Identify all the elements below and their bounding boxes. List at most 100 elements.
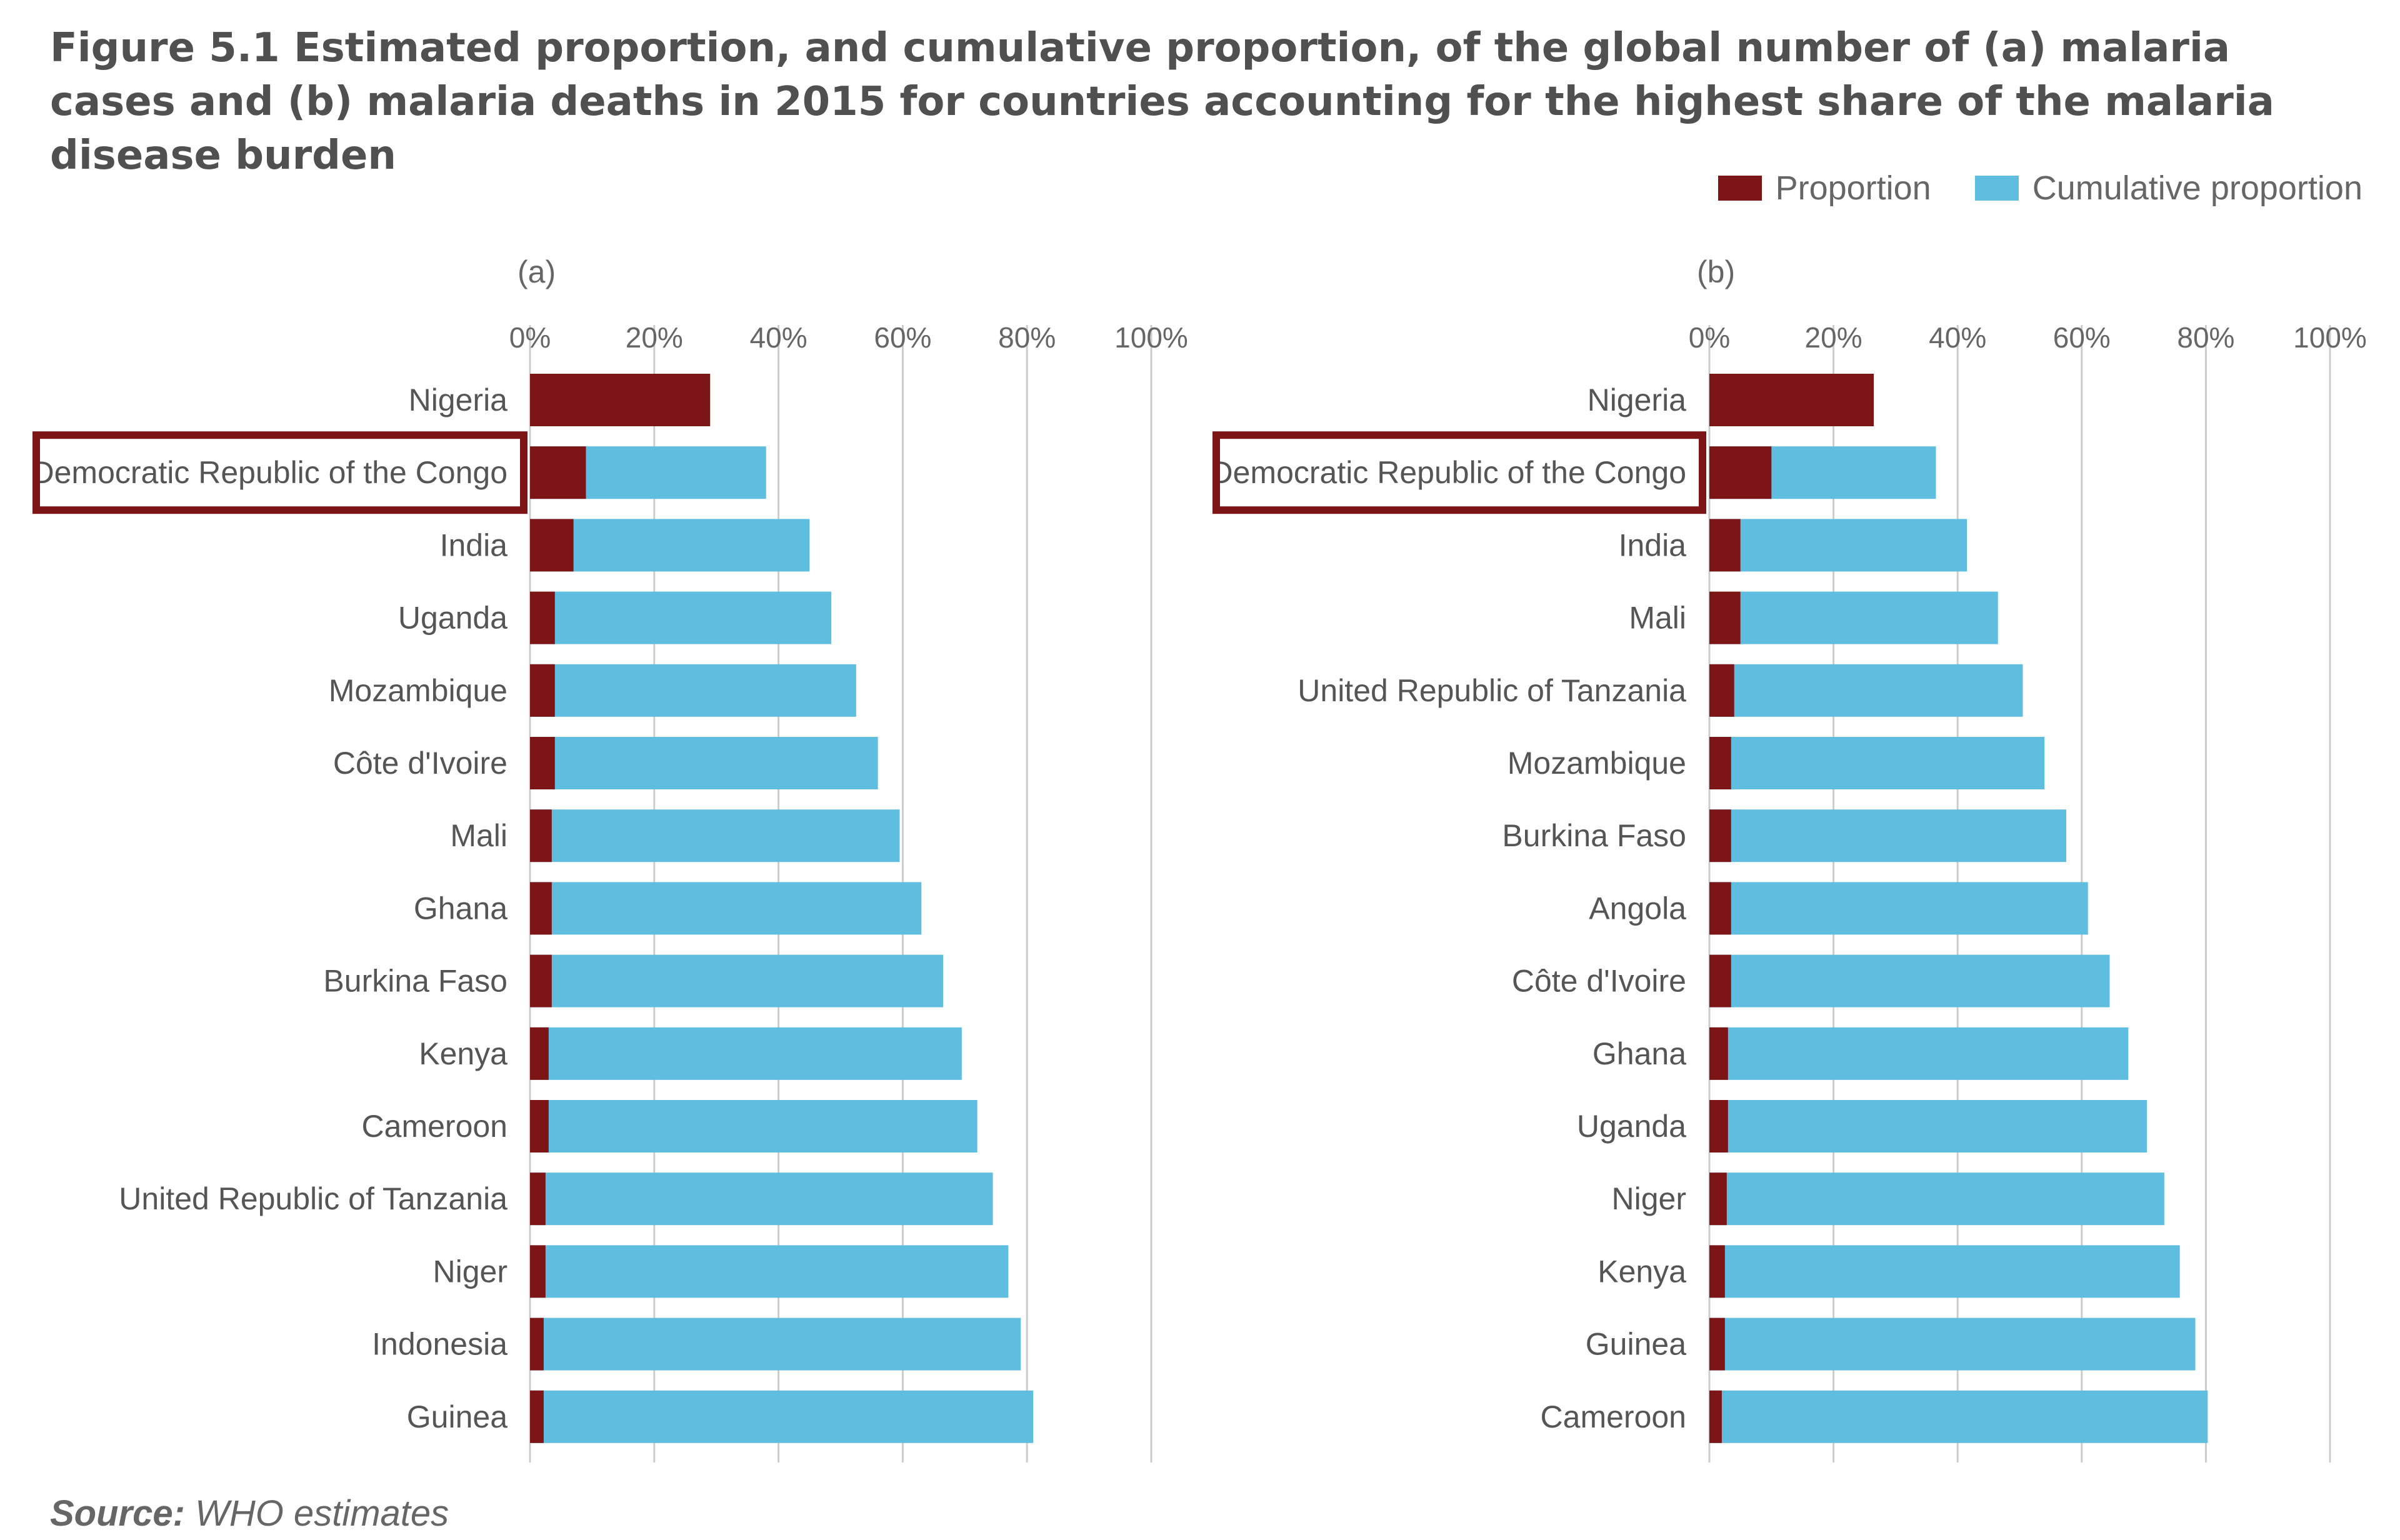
proportion-bar-a-11 bbox=[530, 1172, 546, 1226]
category-label-b-11: Niger bbox=[1612, 1181, 1686, 1216]
cumulative-bar-a-2 bbox=[530, 519, 810, 572]
proportion-bar-b-3 bbox=[1709, 591, 1741, 644]
x-tick-label-a-2: 40% bbox=[750, 321, 808, 354]
category-label-b-6: Burkina Faso bbox=[1502, 818, 1686, 853]
category-label-b-2: India bbox=[1619, 528, 1687, 562]
category-label-b-9: Ghana bbox=[1592, 1036, 1686, 1071]
category-label-a-12: Niger bbox=[433, 1254, 508, 1289]
proportion-bar-a-6 bbox=[530, 809, 552, 862]
x-tick-label-a-3: 60% bbox=[874, 321, 931, 354]
category-label-b-4: United Republic of Tanzania bbox=[1298, 673, 1686, 708]
proportion-bar-a-12 bbox=[530, 1245, 546, 1298]
legend-item-proportion: Proportion bbox=[1718, 169, 1931, 208]
category-label-a-2: India bbox=[440, 528, 508, 562]
proportion-bar-a-8 bbox=[530, 954, 552, 1008]
proportion-bar-b-0 bbox=[1709, 374, 1874, 426]
proportion-bar-a-7 bbox=[530, 882, 552, 935]
cumulative-bar-a-7 bbox=[530, 882, 922, 935]
cumulative-bar-b-9 bbox=[1709, 1027, 2129, 1080]
proportion-bar-a-13 bbox=[530, 1318, 544, 1371]
category-label-b-7: Angola bbox=[1589, 891, 1686, 926]
cumulative-bar-a-9 bbox=[530, 1027, 962, 1080]
proportion-bar-b-5 bbox=[1709, 737, 1731, 789]
category-label-a-9: Kenya bbox=[419, 1036, 508, 1071]
cumulative-bar-b-7 bbox=[1709, 882, 2088, 935]
proportion-bar-b-14 bbox=[1709, 1390, 1722, 1443]
proportion-bar-b-13 bbox=[1709, 1318, 1725, 1371]
proportion-bar-a-1 bbox=[530, 446, 586, 499]
category-label-b-0: Nigeria bbox=[1588, 382, 1687, 418]
proportion-bar-b-9 bbox=[1709, 1027, 1728, 1080]
category-label-a-5: Côte d'Ivoire bbox=[333, 746, 508, 781]
legend-label-cumulative: Cumulative proportion bbox=[2032, 169, 2362, 207]
x-tick-label-a-0: 0% bbox=[509, 321, 551, 354]
panel-label-b: (b) bbox=[1697, 254, 1735, 289]
x-tick-label-b-3: 60% bbox=[2053, 321, 2111, 354]
proportion-bar-a-4 bbox=[530, 664, 555, 717]
category-label-a-7: Ghana bbox=[414, 891, 508, 926]
x-tick-label-b-1: 20% bbox=[1805, 321, 1862, 354]
category-label-a-11: United Republic of Tanzania bbox=[119, 1181, 508, 1216]
legend-swatch-cumulative bbox=[1974, 176, 2019, 201]
cumulative-bar-b-5 bbox=[1709, 737, 2045, 789]
category-label-b-12: Kenya bbox=[1598, 1254, 1686, 1289]
category-label-b-8: Côte d'Ivoire bbox=[1512, 964, 1686, 999]
cumulative-bar-a-10 bbox=[530, 1100, 978, 1152]
cumulative-bar-b-10 bbox=[1709, 1100, 2148, 1152]
category-label-b-1: Democratic Republic of the Congo bbox=[1211, 455, 1687, 490]
legend-item-cumulative: Cumulative proportion bbox=[1974, 169, 2362, 208]
category-label-b-3: Mali bbox=[1629, 601, 1686, 636]
source-note: Source: WHO estimates bbox=[50, 1492, 449, 1534]
cumulative-bar-a-4 bbox=[530, 664, 856, 717]
category-label-a-6: Mali bbox=[450, 818, 508, 853]
proportion-bar-b-10 bbox=[1709, 1100, 1728, 1152]
proportion-bar-b-4 bbox=[1709, 664, 1734, 717]
cumulative-bar-b-13 bbox=[1709, 1318, 2196, 1371]
figure-title: Figure 5.1 Estimated proportion, and cum… bbox=[50, 25, 2274, 179]
cumulative-bar-b-6 bbox=[1709, 809, 2066, 862]
legend-swatch-proportion bbox=[1718, 176, 1762, 201]
legend-label-proportion: Proportion bbox=[1775, 169, 1931, 207]
category-label-b-14: Cameroon bbox=[1541, 1399, 1686, 1434]
cumulative-bar-a-5 bbox=[530, 737, 878, 789]
proportion-bar-a-5 bbox=[530, 737, 555, 789]
cumulative-bar-b-3 bbox=[1709, 591, 1998, 644]
proportion-bar-a-14 bbox=[530, 1390, 544, 1443]
cumulative-bar-b-2 bbox=[1709, 519, 1968, 572]
category-label-a-1: Democratic Republic of the Congo bbox=[32, 455, 508, 490]
proportion-bar-a-10 bbox=[530, 1100, 549, 1152]
x-tick-label-b-4: 80% bbox=[2177, 321, 2234, 354]
category-label-a-3: Uganda bbox=[398, 601, 508, 636]
cumulative-bar-a-14 bbox=[530, 1390, 1034, 1443]
highlight-box-b bbox=[1212, 431, 1706, 514]
cumulative-bar-a-8 bbox=[530, 954, 944, 1008]
legend: Proportion Cumulative proportion bbox=[1674, 169, 2362, 208]
cumulative-bar-b-11 bbox=[1709, 1172, 2164, 1226]
x-tick-label-b-0: 0% bbox=[1689, 321, 1730, 354]
proportion-bar-b-11 bbox=[1709, 1172, 1727, 1226]
category-label-a-10: Cameroon bbox=[362, 1109, 508, 1144]
cumulative-bar-b-12 bbox=[1709, 1245, 2180, 1298]
proportion-bar-a-0 bbox=[530, 374, 711, 426]
x-tick-label-a-1: 20% bbox=[626, 321, 683, 354]
proportion-bar-a-9 bbox=[530, 1027, 549, 1080]
proportion-bar-b-12 bbox=[1709, 1245, 1725, 1298]
x-tick-label-b-5: 100% bbox=[2293, 321, 2367, 354]
source-label: Source: bbox=[50, 1493, 185, 1534]
cumulative-bar-b-8 bbox=[1709, 954, 2110, 1008]
panel-label-a: (a) bbox=[518, 254, 556, 289]
highlight-box-a bbox=[32, 431, 528, 514]
proportion-bar-b-8 bbox=[1709, 954, 1731, 1008]
category-label-a-8: Burkina Faso bbox=[323, 964, 508, 999]
category-label-b-5: Mozambique bbox=[1508, 746, 1686, 781]
proportion-bar-b-1 bbox=[1709, 446, 1772, 499]
proportion-bar-a-2 bbox=[530, 519, 574, 572]
proportion-bar-a-3 bbox=[530, 591, 555, 644]
proportion-bar-b-7 bbox=[1709, 882, 1731, 935]
proportion-bar-b-6 bbox=[1709, 809, 1731, 862]
proportion-bar-b-2 bbox=[1709, 519, 1741, 572]
source-text: WHO estimates bbox=[195, 1493, 449, 1534]
cumulative-bar-a-13 bbox=[530, 1318, 1021, 1371]
cumulative-bar-a-11 bbox=[530, 1172, 993, 1226]
category-label-a-0: Nigeria bbox=[409, 382, 508, 418]
